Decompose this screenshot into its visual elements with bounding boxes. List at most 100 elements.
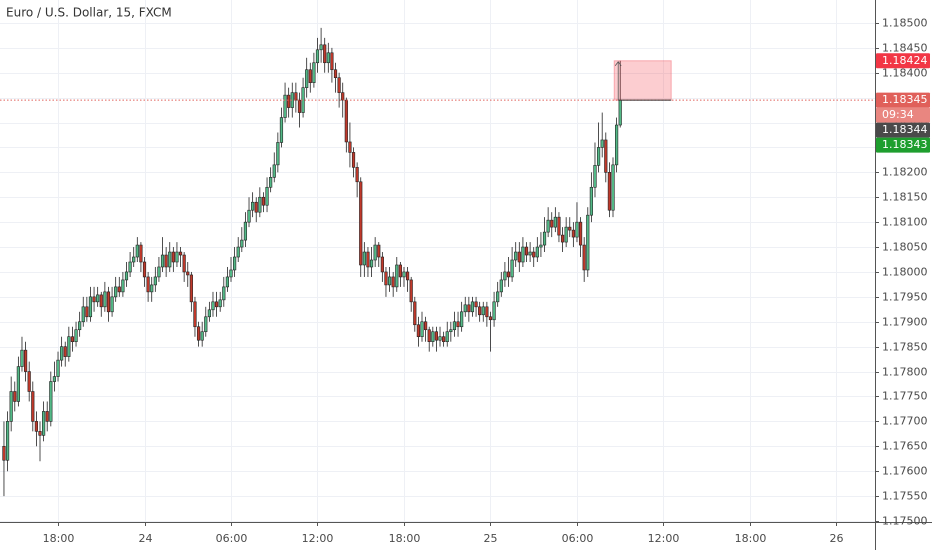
x-tick-label: 12:00 [648, 532, 680, 545]
candle-body [409, 279, 413, 303]
y-tick-label: 1.18050 [882, 241, 928, 254]
candle-body [236, 246, 240, 258]
candle-body [70, 336, 75, 342]
candle-body [460, 311, 464, 328]
candle-body [514, 251, 518, 261]
candle-body [99, 294, 103, 308]
candle-body [568, 226, 572, 231]
candle-body [312, 62, 316, 83]
candle-body [496, 291, 500, 303]
candle-body [506, 271, 511, 278]
price-tag [876, 137, 930, 153]
candle-body [81, 306, 85, 323]
candle-body [593, 165, 597, 188]
x-tick-label: 06:00 [216, 532, 248, 545]
candle-body [366, 251, 370, 268]
candle-body [294, 92, 298, 101]
candle-body [449, 329, 453, 333]
y-tick-label: 1.17950 [882, 291, 928, 304]
candle-body [16, 366, 20, 402]
candle-body [265, 186, 269, 206]
price-tag [876, 107, 930, 123]
y-tick-label: 1.18150 [882, 191, 928, 204]
y-tick-label: 1.18000 [882, 266, 928, 279]
y-tick-label: 1.17550 [882, 490, 928, 503]
candle-body [146, 276, 150, 293]
candle-body [596, 147, 601, 166]
x-tick-label: 12:00 [302, 532, 334, 545]
candle-body [157, 266, 161, 278]
candle-body [362, 251, 366, 266]
x-tick-label: 18:00 [735, 532, 767, 545]
y-tick-label: 1.18200 [882, 166, 928, 179]
candle-body [398, 264, 402, 278]
candle-body [20, 349, 24, 367]
candle-body [575, 221, 579, 238]
y-tick-label: 1.17750 [882, 390, 928, 403]
candle-body [168, 251, 172, 268]
candle-body [395, 264, 399, 288]
candle-body [222, 286, 226, 301]
candle-body [445, 331, 449, 342]
candle-body [391, 276, 395, 288]
candle-body [492, 301, 496, 321]
candle-body [225, 276, 229, 288]
candle-body [251, 201, 255, 211]
candle-body [326, 52, 330, 64]
y-tick-label: 1.17650 [882, 440, 928, 453]
candle-body [287, 94, 291, 108]
x-tick-label: 18:00 [389, 532, 421, 545]
candle-body [427, 329, 431, 342]
candle-body [153, 276, 157, 286]
candle-body [243, 221, 248, 241]
candle-body [557, 216, 561, 236]
price-tag-label: 1.18424 [882, 54, 928, 67]
candle-body [31, 391, 35, 422]
candle-body [56, 359, 60, 377]
candle-body [550, 219, 554, 228]
candle-body [586, 214, 590, 271]
y-tick-label: 1.17700 [882, 415, 928, 428]
candle-body [416, 324, 420, 338]
candle-body [571, 229, 575, 238]
candle-body [276, 142, 280, 166]
candle-body [373, 244, 377, 261]
candle-body [517, 251, 521, 263]
candle-body [532, 251, 536, 258]
candle-body [124, 271, 129, 281]
candle-body [387, 276, 392, 286]
candle-body [88, 296, 93, 318]
candle-body [34, 421, 38, 432]
target-arrow-head [614, 61, 622, 67]
candle-body [524, 246, 529, 256]
candle-body [45, 411, 49, 422]
candle-body [467, 304, 471, 313]
candle-body [261, 196, 266, 206]
candle-body [164, 254, 168, 268]
candle-body [283, 94, 287, 118]
candle-body [510, 259, 514, 278]
y-tick-label: 1.17600 [882, 465, 928, 478]
candle-body [308, 69, 312, 83]
candle-body [405, 271, 410, 281]
price-tag-label: 1.18345 [882, 93, 928, 106]
x-tick-label: 26 [830, 532, 844, 545]
candle-body [135, 244, 139, 258]
candle-body [521, 246, 525, 263]
candle-body [269, 177, 273, 188]
candle-body [319, 44, 323, 51]
candle-body [178, 251, 183, 256]
candle-body [333, 69, 338, 79]
candle-body [114, 286, 118, 298]
candle-body [207, 309, 211, 318]
candle-body [488, 316, 493, 321]
price-tag [876, 53, 930, 69]
candle-body [564, 226, 568, 243]
candle-body [13, 391, 17, 402]
candle-body [582, 244, 586, 271]
price-tag-label: 1.18344 [882, 123, 928, 136]
price-tag [876, 92, 930, 108]
candle-body [142, 261, 147, 278]
candle-body [204, 316, 208, 333]
candle-body [481, 306, 485, 316]
